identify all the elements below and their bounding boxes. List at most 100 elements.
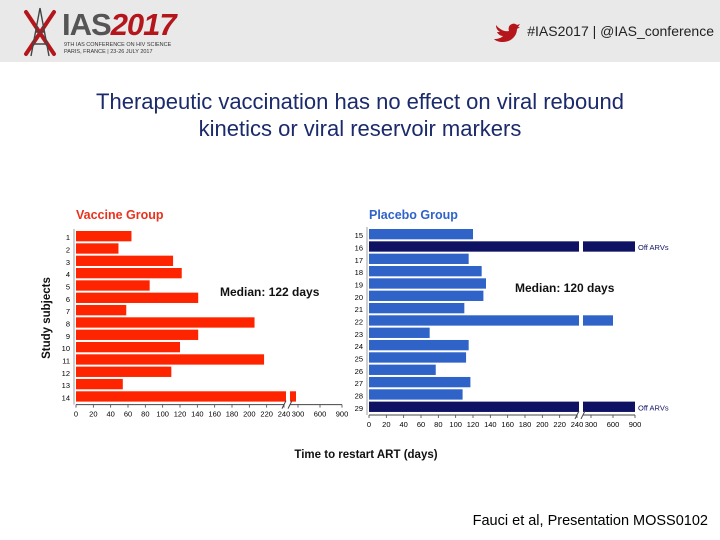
x-tick-label: 40 xyxy=(106,410,114,419)
x-tick-label: 100 xyxy=(449,420,462,429)
bar-continued xyxy=(583,315,613,326)
x-tick-label: 160 xyxy=(501,420,514,429)
subject-label: 11 xyxy=(62,356,70,365)
axis-break-mark xyxy=(574,410,586,420)
x-tick-label: 140 xyxy=(191,410,204,419)
subject-label: 26 xyxy=(355,367,363,376)
subject-label: 14 xyxy=(62,393,70,402)
citation-footnote: Fauci et al, Presentation MOSS0102 xyxy=(472,513,708,529)
subject-label: 16 xyxy=(355,243,363,252)
bar xyxy=(369,389,463,400)
x-tick-label: 900 xyxy=(629,420,642,429)
bar-continued xyxy=(583,401,635,412)
subject-label: 22 xyxy=(355,317,363,326)
subject-label: 24 xyxy=(355,342,363,351)
panel-title: Vaccine Group xyxy=(76,208,164,222)
slide-title-line-1: Therapeutic vaccination has no effect on… xyxy=(96,89,624,114)
subject-label: 19 xyxy=(355,280,363,289)
subject-label: 28 xyxy=(355,391,363,400)
bar xyxy=(76,280,150,291)
bar xyxy=(369,364,436,375)
bar xyxy=(369,302,465,314)
bar xyxy=(76,354,265,365)
bar xyxy=(76,267,182,279)
subject-label: 17 xyxy=(355,256,363,265)
x-tick-label: 220 xyxy=(553,420,566,429)
x-tick-label: 0 xyxy=(367,420,371,429)
bird-icon xyxy=(494,23,520,42)
bar xyxy=(369,241,579,252)
x-tick-label: 600 xyxy=(314,410,327,419)
bar xyxy=(369,229,473,240)
eiffel-ribbon-icon xyxy=(24,7,56,57)
bar xyxy=(76,317,255,328)
x-tick-label: 60 xyxy=(124,410,132,419)
bar xyxy=(76,341,180,353)
bar xyxy=(369,401,579,412)
x-tick-label: 200 xyxy=(243,410,256,419)
x-tick-label: 140 xyxy=(484,420,497,429)
bar-continued xyxy=(290,391,296,402)
conference-logo: IAS2017 9TH IAS CONFERENCE ON HIV SCIENC… xyxy=(18,6,178,58)
bar xyxy=(369,265,482,277)
x-tick-label: 0 xyxy=(74,410,78,419)
axis-break-mark xyxy=(281,400,293,409)
bar xyxy=(76,304,127,316)
off-arv-label: Off ARVs xyxy=(638,403,669,412)
median-label: Median: 120 days xyxy=(515,281,615,295)
bar xyxy=(76,255,174,266)
subject-label: 13 xyxy=(62,381,70,390)
x-tick-label: 40 xyxy=(399,420,407,429)
x-tick-label: 20 xyxy=(89,410,97,419)
bar xyxy=(76,231,132,242)
logo-subtitle: 9TH IAS CONFERENCE ON HIV SCIENCE xyxy=(64,42,172,48)
subject-label: 2 xyxy=(66,245,70,254)
x-tick-label: 20 xyxy=(382,420,390,429)
subject-label: 3 xyxy=(66,258,70,267)
median-label: Median: 122 days xyxy=(220,285,320,299)
x-tick-label: 80 xyxy=(434,420,442,429)
bar xyxy=(369,352,467,363)
x-tick-label: 300 xyxy=(292,410,305,419)
subject-label: 1 xyxy=(66,233,70,242)
subject-label: 23 xyxy=(355,330,363,339)
off-arv-label: Off ARVs xyxy=(638,243,669,252)
bar xyxy=(76,366,172,377)
subject-label: 9 xyxy=(66,332,70,341)
bar-continued xyxy=(583,241,635,252)
x-tick-label: 60 xyxy=(417,420,425,429)
subject-label: 29 xyxy=(355,404,363,413)
bar xyxy=(76,243,119,254)
x-tick-label: 100 xyxy=(156,410,169,419)
bar xyxy=(76,292,199,303)
x-tick-label: 180 xyxy=(519,420,532,429)
x-tick-label: 180 xyxy=(226,410,239,419)
x-tick-label: 240 xyxy=(278,410,291,419)
subject-label: 4 xyxy=(66,270,70,279)
bar xyxy=(369,315,579,326)
subject-label: 12 xyxy=(62,369,70,378)
x-tick-label: 240 xyxy=(571,420,584,429)
subject-label: 20 xyxy=(355,293,363,302)
bar xyxy=(369,278,486,289)
subject-label: 8 xyxy=(66,319,70,328)
slide-title-line-2: kinetics or viral reservoir markers xyxy=(198,116,522,141)
panel-title: Placebo Group xyxy=(369,208,458,222)
x-tick-label: 80 xyxy=(141,410,149,419)
subject-label: 7 xyxy=(66,307,70,316)
subject-label: 10 xyxy=(62,344,70,353)
x-axis-title: Time to restart ART (days) xyxy=(294,449,437,461)
bar xyxy=(76,329,199,340)
x-tick-label: 220 xyxy=(260,410,273,419)
subject-label: 18 xyxy=(355,268,363,277)
x-tick-label: 120 xyxy=(467,420,480,429)
x-tick-label: 900 xyxy=(336,410,349,419)
conference-hashtag: #IAS2017 | @IAS_conference xyxy=(527,23,714,39)
subject-label: 5 xyxy=(66,282,70,291)
x-tick-label: 160 xyxy=(208,410,221,419)
bar xyxy=(369,327,430,338)
x-tick-label: 300 xyxy=(585,420,598,429)
bar xyxy=(369,339,469,351)
bar xyxy=(369,253,469,264)
